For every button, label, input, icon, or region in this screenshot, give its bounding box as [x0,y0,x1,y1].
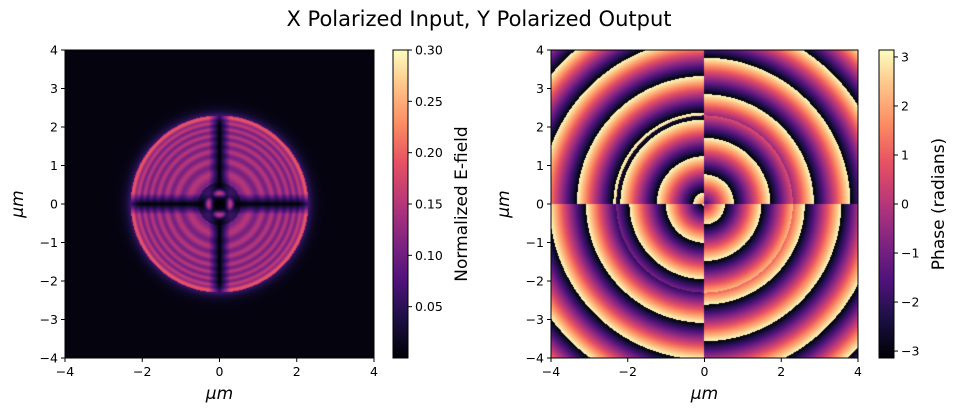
phase-x-axis-label: μm [690,384,718,404]
colorbar-tick-label: −3 [901,344,919,359]
y-tick-label: 0 [50,197,58,212]
x-tick-label: −2 [133,364,151,379]
colorbar-tick-label: 0.30 [415,43,443,58]
x-tick-label: 2 [293,364,301,379]
y-tick-label: −1 [40,235,58,250]
y-tick-label: 3 [536,81,544,96]
colorbar-tick-label: 2 [901,98,909,113]
y-tick-label: 2 [536,120,544,135]
colorbar-tick-label: 0.15 [415,197,443,212]
y-tick-label: 3 [50,81,58,96]
x-tick-label: 4 [854,364,862,379]
phase-y-ticks: −4 −3 −2 −1 0 1 2 3 4 [526,43,551,366]
colorbar-tick-label: 0 [901,197,909,212]
y-tick-label: 4 [50,43,58,58]
y-tick-label: 0 [536,197,544,212]
x-tick-label: −4 [542,364,560,379]
phase-heatmap [551,50,858,358]
y-tick-label: −2 [526,274,544,289]
y-tick-label: 2 [50,120,58,135]
magnitude-x-ticks: −4 −2 0 2 4 [56,358,378,379]
phase-panel: −4 −2 0 2 4 −4 −3 −2 −1 0 1 2 3 4 μm μm [494,43,862,405]
y-tick-label: −4 [40,351,58,366]
x-tick-label: 2 [777,364,785,379]
phase-colorbar-label: Phase (radians) [929,138,949,270]
phase-x-ticks: −4 −2 0 2 4 [542,358,862,379]
x-tick-label: 0 [701,364,709,379]
colorbar-tick-label: −2 [901,295,919,310]
phase-colorbar-gradient [878,49,895,359]
x-tick-label: −2 [619,364,637,379]
y-tick-label: −2 [40,274,58,289]
magnitude-colorbar-label: Normalized E-field [452,126,472,281]
magnitude-y-axis-label: μm [8,190,28,218]
colorbar-tick-label: 1 [901,147,909,162]
magnitude-y-ticks: −4 −3 −2 −1 0 1 2 3 4 [40,43,65,366]
y-tick-label: 1 [536,158,544,173]
colorbar-tick-label: 0.20 [415,145,443,160]
colorbar-tick-label: 3 [901,49,909,64]
magnitude-colorbar-ticks: 0.05 0.10 0.15 0.20 0.25 0.30 [408,43,443,314]
colorbar-tick-label: −1 [901,246,919,261]
magnitude-colorbar: 0.05 0.10 0.15 0.20 0.25 0.30 Normalized E-fi… [392,43,472,359]
phase-y-axis-label: μm [494,190,514,218]
y-tick-label: 1 [50,158,58,173]
x-tick-label: −4 [56,364,74,379]
magnitude-colorbar-gradient [392,49,409,359]
colorbar-tick-label: 0.10 [415,248,443,263]
suptitle: X Polarized Input, Y Polarized Output [286,7,671,31]
x-tick-label: 0 [216,364,224,379]
magnitude-heatmap [65,50,374,358]
y-tick-label: −1 [526,235,544,250]
phase-colorbar-ticks: −3 −2 −1 0 1 2 3 [894,49,919,359]
x-tick-label: 4 [370,364,378,379]
phase-colorbar: −3 −2 −1 0 1 2 3 Phase (radians) [878,49,949,359]
y-tick-label: 4 [536,43,544,58]
y-tick-label: −4 [526,351,544,366]
y-tick-label: −3 [526,312,544,327]
magnitude-x-axis-label: μm [205,384,233,404]
colorbar-tick-label: 0.25 [415,94,443,109]
magnitude-panel: −4 −2 0 2 4 −4 −3 −2 −1 0 1 2 3 4 μm μm [8,43,378,405]
colorbar-tick-label: 0.05 [415,299,443,314]
y-tick-label: −3 [40,312,58,327]
